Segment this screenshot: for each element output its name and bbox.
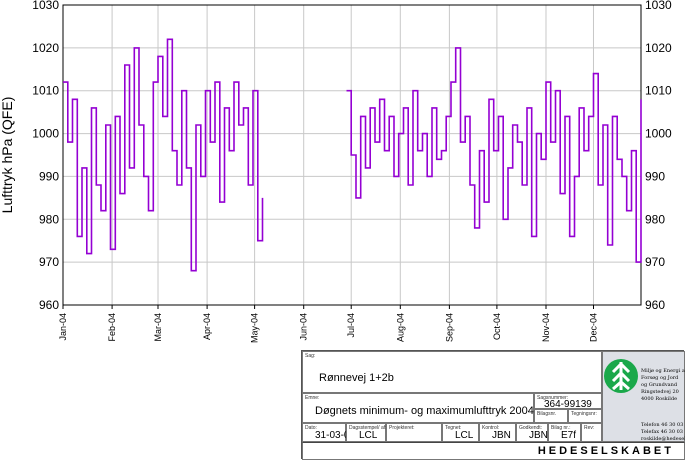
contact-line: roskilde@hedeselskabet.dk bbox=[641, 436, 685, 442]
info-cell: Projekteret: bbox=[386, 423, 442, 442]
info-cell: Dato: 31-03-06 bbox=[302, 423, 355, 442]
info-cell-value: JBN bbox=[492, 430, 511, 441]
x-tick-label: Feb-04 bbox=[107, 313, 117, 342]
y-tick-label-left: 960 bbox=[39, 298, 59, 312]
info-cell-label: Tegnet: bbox=[445, 425, 462, 431]
info-cell-value: 31-03-06 bbox=[315, 430, 356, 441]
y-tick-label-right: 1020 bbox=[645, 41, 672, 55]
sagsnummer-cell: Sagsnummer: 364-99139 bbox=[534, 393, 602, 410]
address-line: Forsøg og Jord bbox=[641, 375, 679, 381]
x-tick-label: Sep-04 bbox=[444, 313, 454, 342]
address-line: og Grundvand bbox=[641, 382, 678, 388]
title-block: Sag: Rønnevej 1+2b Emne: Døgnets minimum… bbox=[301, 350, 685, 460]
hedeselskabet-logo-icon bbox=[604, 359, 638, 393]
y-tick-label-left: 990 bbox=[39, 169, 59, 183]
sag-value: Rønnevej 1+2b bbox=[319, 372, 394, 384]
series-line bbox=[346, 47, 642, 263]
y-tick-label-right: 1010 bbox=[645, 84, 672, 98]
company-banner-cell: HEDESELSKABET bbox=[302, 442, 685, 460]
y-tick-label-right: 980 bbox=[645, 212, 665, 226]
info-cell-value: E7f bbox=[561, 430, 577, 441]
contact-line: Telefon 46 30 03 10 bbox=[641, 422, 685, 428]
y-tick-label-right: 1030 bbox=[645, 0, 672, 12]
info-cell-value: JBN bbox=[529, 430, 548, 441]
x-tick-label: Mar-04 bbox=[153, 313, 163, 342]
sagsnummer-label: Sagsnummer: bbox=[537, 395, 569, 401]
x-ticks: Jan-04 Feb-04 Mar-04 Apr-04 May-04 Jun-04 Jul-… bbox=[58, 305, 598, 343]
info-cell-value: LCL bbox=[455, 430, 474, 441]
y-tick-label-left: 980 bbox=[39, 212, 59, 226]
tegnnr-cell: Tegningsnr: bbox=[568, 409, 602, 423]
info-cell-label: Godkendt: bbox=[519, 425, 543, 431]
y-tick-label-right: 1000 bbox=[645, 127, 672, 141]
y-tick-label-left: 970 bbox=[39, 255, 59, 269]
info-cell-label: Rev: bbox=[584, 425, 595, 431]
emne-cell: Emne: Døgnets minimum- og maximumlufttry… bbox=[302, 393, 534, 423]
info-cell: Dagsstempel/ af: LCL bbox=[346, 423, 387, 442]
y-tick-label-left: 1020 bbox=[32, 41, 59, 55]
x-tick-label: Dec-04 bbox=[588, 313, 598, 342]
info-cell: Kontrol: JBN bbox=[479, 423, 516, 442]
y-ticks-left: 960 970 980 990 1000 1010 1020 1030 bbox=[32, 0, 59, 312]
sagsnummer-value: 364-99139 bbox=[544, 399, 592, 410]
series-group bbox=[63, 38, 642, 272]
address-line: Ringstedvej 20 bbox=[641, 389, 679, 395]
logo-cell: Miljø og Energi as Forsøg og Jord og Grund… bbox=[602, 351, 685, 442]
info-cell: Rev: bbox=[581, 423, 602, 442]
info-cell-label: Projekteret: bbox=[389, 425, 415, 431]
info-cell: Tegnet: LCL bbox=[442, 423, 479, 442]
y-axis-label: Lufttryk hPa (QFE) bbox=[0, 97, 15, 214]
sag-cell: Sag: Rønnevej 1+2b bbox=[302, 351, 602, 393]
info-cell-value: LCL bbox=[359, 430, 378, 441]
info-cell: Godkendt: JBN bbox=[516, 423, 548, 442]
bilagsnr-label: Bilagsnr. bbox=[537, 411, 557, 417]
company-name: HEDESELSKABET bbox=[537, 445, 674, 457]
emne-label: Emne: bbox=[305, 395, 320, 401]
y-ticks-right: 960 970 980 990 1000 1010 1020 1030 bbox=[645, 0, 672, 312]
bilagsnr-cell: Bilagsnr. bbox=[534, 409, 568, 423]
series-line bbox=[63, 38, 264, 272]
x-tick-label: Aug-04 bbox=[395, 313, 405, 342]
y-tick-label-left: 1000 bbox=[32, 127, 59, 141]
y-tick-label-right: 970 bbox=[645, 255, 665, 269]
info-cell-label: Dagsstempel/ af: bbox=[349, 425, 387, 431]
contact-line: Telefax 46 30 03 11 bbox=[641, 429, 685, 435]
y-tick-label-right: 990 bbox=[645, 169, 665, 183]
tegnnr-label: Tegningsnr: bbox=[571, 411, 597, 417]
x-tick-label: Jul-04 bbox=[346, 313, 356, 338]
sag-label: Sag: bbox=[305, 353, 316, 359]
x-tick-label: Apr-04 bbox=[202, 313, 212, 340]
x-tick-label: Jan-04 bbox=[58, 313, 68, 341]
address-line: 4000 Roskilde bbox=[641, 396, 678, 402]
x-tick-label: May-04 bbox=[250, 313, 260, 343]
x-tick-label: Nov-04 bbox=[541, 313, 551, 342]
info-cell: Bilag nr.: E7f bbox=[548, 423, 581, 442]
info-cell-label: Dato: bbox=[305, 425, 317, 431]
y-tick-label-right: 960 bbox=[645, 298, 665, 312]
y-tick-label-left: 1010 bbox=[32, 84, 59, 98]
info-row: Dato: 31-03-06 Dagsstempel/ af: LCL Projekte… bbox=[302, 423, 602, 442]
y-tick-label-left: 1030 bbox=[32, 0, 59, 12]
info-cell-label: Kontrol: bbox=[482, 425, 500, 431]
x-tick-label: Oct-04 bbox=[492, 313, 502, 340]
x-tick-label: Jun-04 bbox=[299, 313, 309, 341]
info-cell-label: Bilag nr.: bbox=[551, 425, 571, 431]
emne-value: Døgnets minimum- og maximumlufttryk 2004 bbox=[315, 405, 534, 417]
address-line: Miljø og Energi as bbox=[641, 368, 685, 374]
